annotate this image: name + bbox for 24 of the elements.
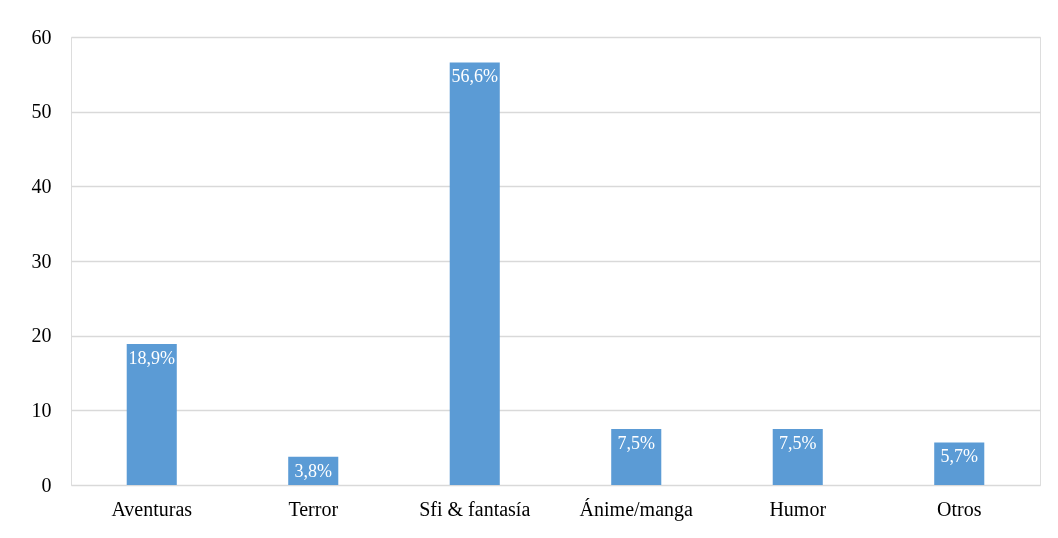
x-tick-label: Otros xyxy=(937,497,982,520)
y-tick-label: 10 xyxy=(31,398,52,421)
bar xyxy=(611,429,662,485)
data-label: 7,5% xyxy=(617,433,655,453)
x-tick-label: Humor xyxy=(769,497,827,520)
bar xyxy=(772,429,823,485)
x-tick-label: Ánime/manga xyxy=(579,497,694,521)
y-tick-label: 30 xyxy=(31,249,52,272)
y-tick-label: 50 xyxy=(31,100,52,123)
y-tick-label: 20 xyxy=(31,324,52,347)
bar xyxy=(934,442,985,485)
data-label: 7,5% xyxy=(779,433,817,453)
data-label: 18,9% xyxy=(128,347,175,368)
x-tick-label: Terror xyxy=(288,497,339,520)
x-tick-label: Aventuras xyxy=(111,497,193,520)
y-tick-label: 0 xyxy=(41,473,52,496)
data-label: 56,6% xyxy=(451,66,498,87)
y-tick-label: 40 xyxy=(31,174,52,197)
data-label: 5,7% xyxy=(940,446,978,467)
x-tick-label: Sfi & fantasía xyxy=(419,497,531,520)
bar xyxy=(449,62,500,485)
y-tick-label: 60 xyxy=(31,25,52,48)
data-label: 3,8% xyxy=(294,460,332,481)
bar xyxy=(126,343,177,485)
